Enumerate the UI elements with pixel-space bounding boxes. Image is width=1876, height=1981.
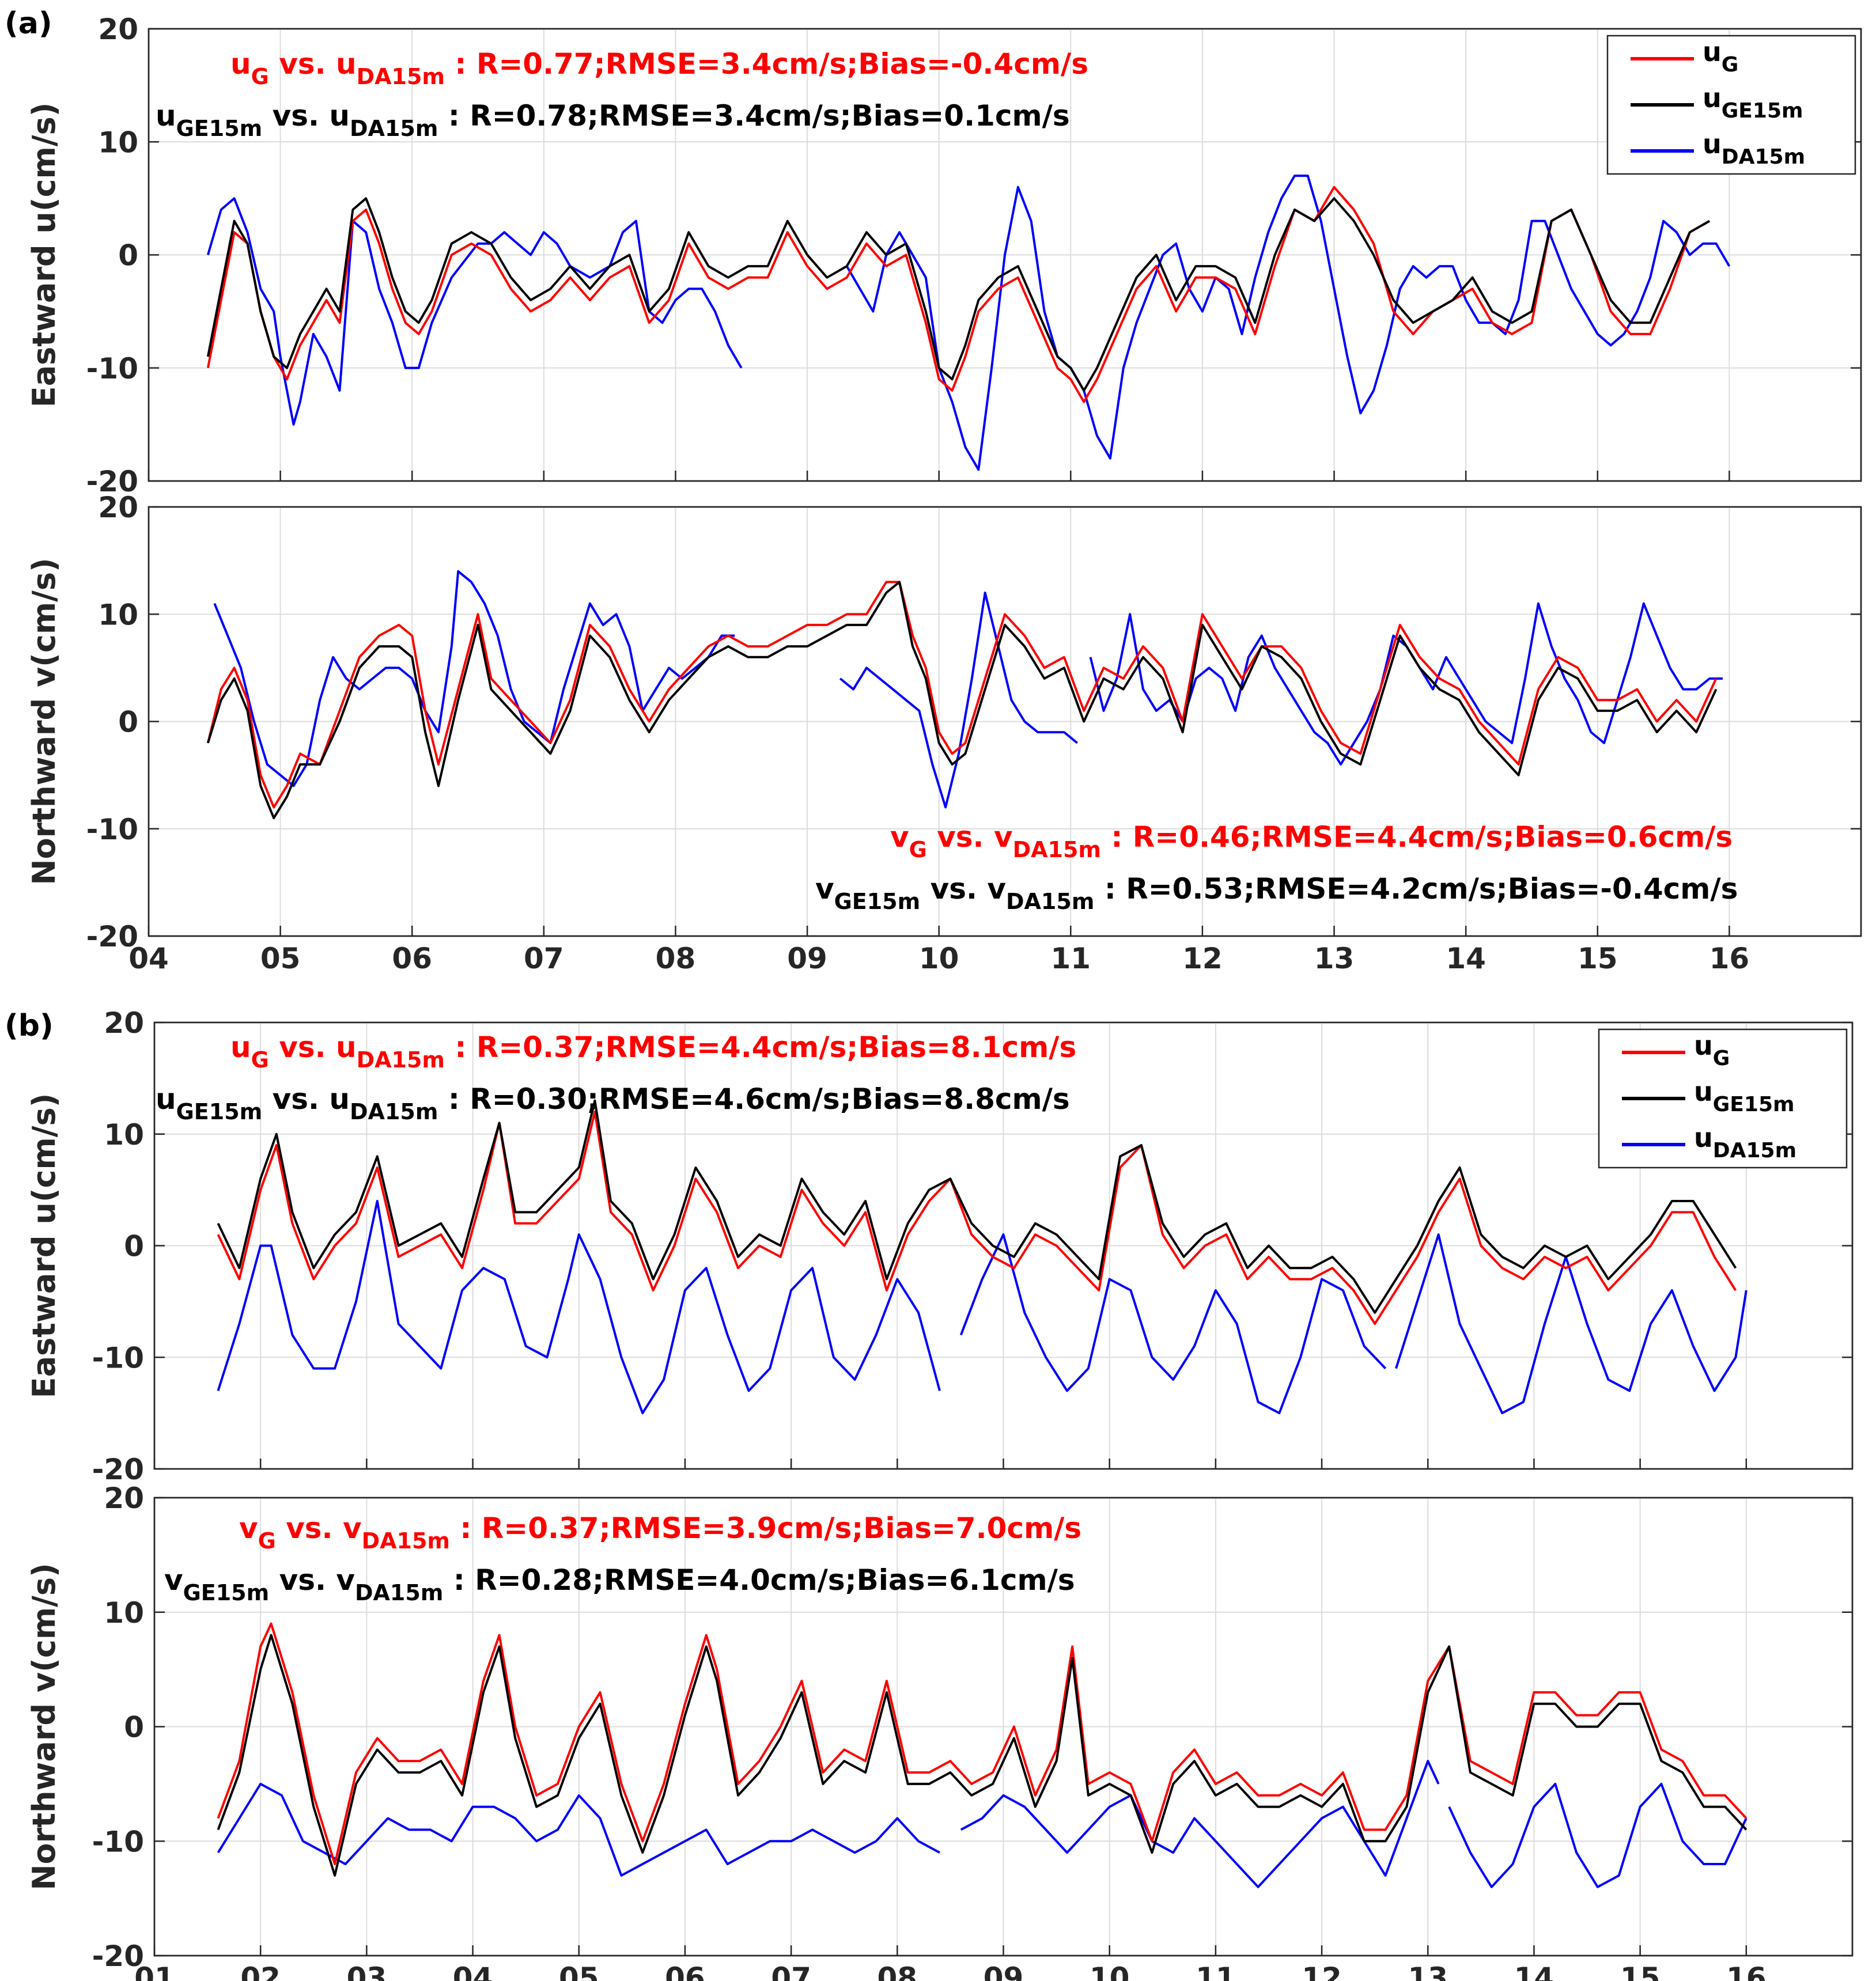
panel-1: -20 -10 0 10 20 Eastward u(cm/s) (a) uG vs. uDA… <box>5 6 1862 498</box>
panel-label: (a) <box>5 6 52 41</box>
y-tick-label: 20 <box>104 1482 144 1515</box>
panel-3: -20 -10 0 10 20 Eastward u(cm/s) (b) uG vs. uDA… <box>5 1006 1854 1486</box>
y-tick-label: -20 <box>86 920 138 953</box>
series-line-2 <box>845 175 1731 471</box>
legend: uG uGE15m uDA15m <box>1598 1028 1848 1169</box>
x-tick-label: 05 <box>559 1961 599 1981</box>
series-line-5 <box>206 581 1718 820</box>
y-tick-label: 10 <box>98 126 138 159</box>
stats-annotation-2: vGE15m vs. vDA15m : R=0.53;RMSE=4.2cm/s;… <box>815 872 1738 914</box>
series-line-2 <box>960 1760 1440 1888</box>
series-line-4 <box>206 581 1718 809</box>
x-tick-label: 07 <box>771 1961 811 1981</box>
stats-annotation-2: uGE15m vs. uDA15m : R=0.78;RMSE=3.4cm/s;… <box>156 99 1070 141</box>
y-tick-label: 20 <box>98 491 138 524</box>
series-line-4 <box>206 197 1711 392</box>
x-tick-label: 11 <box>1051 942 1091 975</box>
y-axis-label: Northward v(cm/s) <box>26 1563 62 1890</box>
stats-annotation-1: vG vs. vDA15m : R=0.37;RMSE=3.9cm/s;Bias… <box>239 1512 1081 1554</box>
series-line-2 <box>839 592 1078 809</box>
legend-label: uGE15m <box>1703 82 1803 123</box>
y-tick-label: 0 <box>118 706 138 739</box>
series-line-2 <box>959 1233 1387 1415</box>
stats-annotation-2: uGE15m vs. uDA15m : R=0.30;RMSE=4.6cm/s;… <box>156 1082 1070 1124</box>
series-line-4 <box>217 1111 1737 1325</box>
x-tick-label: 02 <box>240 1961 281 1981</box>
stats-annotation-1: vG vs. vDA15m : R=0.46;RMSE=4.4cm/s;Bias… <box>890 820 1733 862</box>
series-line-5 <box>217 1099 1737 1314</box>
y-tick-label: -20 <box>92 1940 144 1973</box>
y-tick-label: -10 <box>92 1341 144 1374</box>
panel-4: -20 -10 0 10 20 01 02 03 04 05 06 07 08 09 10 11 12 13 14 1… <box>26 1482 1854 1981</box>
series-line-1 <box>217 1200 941 1415</box>
y-tick-label: 20 <box>104 1006 144 1040</box>
series-line-1 <box>206 197 743 426</box>
x-tick-label: 10 <box>919 942 959 975</box>
series-line-1 <box>213 570 735 787</box>
legend-label: uDA15m <box>1703 128 1805 169</box>
y-axis-label: Northward v(cm/s) <box>26 558 62 885</box>
y-tick-label: -10 <box>86 813 138 846</box>
x-tick-label: 09 <box>787 942 827 975</box>
series-line-5 <box>217 1634 1748 1877</box>
legend-label: uGE15m <box>1694 1076 1795 1116</box>
x-tick-label: 06 <box>392 942 432 975</box>
series-line-3 <box>1448 1782 1748 1888</box>
y-tick-label: 0 <box>118 239 138 272</box>
x-tick-label: 08 <box>656 942 696 975</box>
legend-label: uDA15m <box>1694 1122 1796 1162</box>
x-tick-label: 12 <box>1302 1961 1342 1981</box>
y-tick-label: 0 <box>124 1711 144 1744</box>
x-tick-label: 10 <box>1090 1961 1130 1981</box>
legend-label: uG <box>1703 36 1738 77</box>
panel-label: (b) <box>5 1009 54 1043</box>
y-tick-label: 10 <box>104 1596 144 1630</box>
x-tick-label: 14 <box>1446 942 1486 975</box>
y-axis-label: Eastward u(cm/s) <box>26 103 62 408</box>
x-tick-label: 13 <box>1408 1961 1448 1981</box>
x-tick-label: 14 <box>1514 1961 1554 1981</box>
y-tick-label: -20 <box>86 465 138 498</box>
y-tick-label: 10 <box>104 1118 144 1152</box>
x-tick-label: 12 <box>1182 942 1223 975</box>
y-tick-label: 20 <box>98 13 138 46</box>
x-tick-label: 16 <box>1726 1961 1767 1981</box>
x-tick-label: 04 <box>453 1961 493 1981</box>
x-tick-label: 01 <box>134 1961 175 1981</box>
panel-2: -20 -10 0 10 20 04 05 06 07 08 09 10 11 12 13 14 15 16 Nor… <box>26 491 1862 975</box>
series-line-4 <box>217 1622 1748 1865</box>
x-tick-label: 16 <box>1709 942 1750 975</box>
y-tick-label: -10 <box>86 352 138 385</box>
y-tick-label: 0 <box>124 1230 144 1263</box>
x-tick-label: 05 <box>260 942 301 975</box>
stats-annotation-1: uG vs. uDA15m : R=0.37;RMSE=4.4cm/s;Bias… <box>230 1031 1076 1073</box>
x-tick-label: 04 <box>128 942 169 975</box>
legend: uG uGE15m uDA15m <box>1606 35 1856 175</box>
x-tick-label: 06 <box>665 1961 705 1981</box>
x-tick-label: 11 <box>1196 1961 1236 1981</box>
y-tick-label: 10 <box>98 598 138 631</box>
y-axis-label: Eastward u(cm/s) <box>26 1093 62 1399</box>
x-tick-label: 15 <box>1578 942 1618 975</box>
y-tick-label: -20 <box>92 1453 144 1486</box>
x-tick-label: 13 <box>1314 942 1355 975</box>
stats-annotation-2: vGE15m vs. vDA15m : R=0.28;RMSE=4.0cm/s;… <box>164 1563 1075 1605</box>
y-tick-label: -10 <box>92 1825 144 1858</box>
x-tick-label: 07 <box>524 942 564 975</box>
stats-annotation-1: uG vs. uDA15m : R=0.77;RMSE=3.4cm/s;Bias… <box>230 47 1088 89</box>
x-tick-label: 15 <box>1620 1961 1661 1981</box>
x-tick-label: 03 <box>347 1961 387 1981</box>
x-tick-label: 08 <box>878 1961 918 1981</box>
series-line-3 <box>1395 1233 1748 1415</box>
legend-label: uG <box>1694 1030 1730 1070</box>
x-tick-label: 09 <box>984 1961 1024 1981</box>
